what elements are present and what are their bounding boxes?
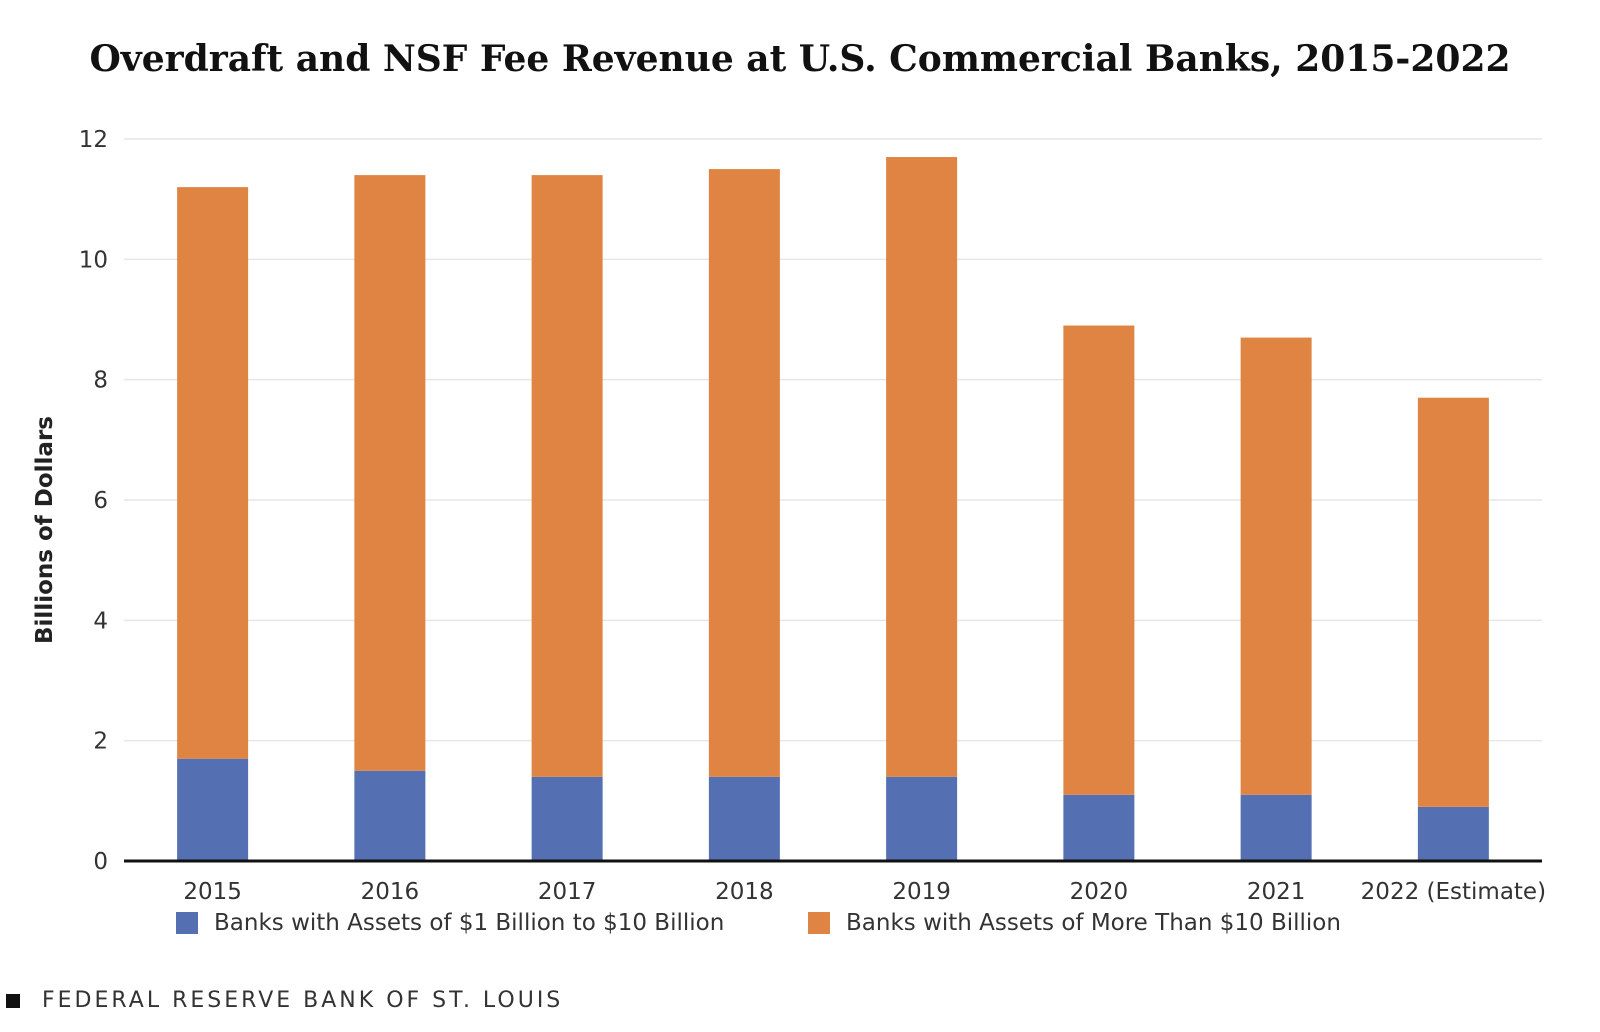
bar-segment-large-banks <box>1417 397 1489 807</box>
legend-swatch-large-banks <box>808 912 830 934</box>
bar-segment-small-banks <box>1240 794 1312 861</box>
gridlines <box>124 138 1542 742</box>
x-tick-label: 2017 <box>538 879 597 905</box>
y-tick-label: 12 <box>79 127 108 153</box>
y-axis-title: Billions of Dollars <box>32 416 58 644</box>
bar-segment-large-banks <box>1063 325 1135 795</box>
bar-segment-small-banks <box>708 776 780 861</box>
bar-segment-small-banks <box>1063 794 1135 861</box>
x-tick-label: 2015 <box>183 879 242 905</box>
chart-title: Overdraft and NSF Fee Revenue at U.S. Co… <box>89 38 1511 80</box>
bar-segment-small-banks <box>354 770 426 861</box>
bar-segment-small-banks <box>177 758 249 861</box>
bars <box>177 157 1489 861</box>
bar-segment-large-banks <box>708 169 780 777</box>
x-tick-label: 2022 (Estimate) <box>1361 879 1546 905</box>
y-tick-label: 2 <box>93 729 108 755</box>
y-tick-label: 0 <box>93 849 108 875</box>
bar-segment-small-banks <box>531 776 603 861</box>
legend-swatch-small-banks <box>176 912 198 934</box>
bar-segment-large-banks <box>1240 337 1312 795</box>
bar-segment-large-banks <box>354 175 426 771</box>
legend: Banks with Assets of $1 Billion to $10 B… <box>0 910 1600 950</box>
x-tick-label: 2021 <box>1247 879 1306 905</box>
bar-segment-large-banks <box>886 157 958 777</box>
x-tick-label: 2019 <box>892 879 951 905</box>
bar-segment-small-banks <box>1417 806 1489 861</box>
y-tick-label: 4 <box>93 608 108 634</box>
y-tick-label: 8 <box>93 368 108 394</box>
source-credit: FEDERAL RESERVE BANK OF ST. LOUIS <box>6 988 563 1013</box>
y-tick-label: 10 <box>79 247 108 273</box>
y-tick-label: 6 <box>93 488 108 514</box>
source-square-icon <box>6 993 20 1008</box>
source-text: FEDERAL RESERVE BANK OF ST. LOUIS <box>42 988 564 1013</box>
x-tick-label: 2018 <box>715 879 774 905</box>
legend-item-large-banks: Banks with Assets of More Than $10 Billi… <box>808 910 1341 936</box>
x-tick-label: 2016 <box>361 879 420 905</box>
bar-segment-large-banks <box>531 175 603 777</box>
bar-segment-large-banks <box>177 187 249 759</box>
legend-label-large-banks: Banks with Assets of More Than $10 Billi… <box>846 910 1341 936</box>
legend-item-small-banks: Banks with Assets of $1 Billion to $10 B… <box>176 910 724 936</box>
x-tick-label: 2020 <box>1070 879 1129 905</box>
legend-label-small-banks: Banks with Assets of $1 Billion to $10 B… <box>214 910 725 936</box>
bar-segment-small-banks <box>886 776 958 861</box>
axes: 0 2 4 6 8 10 12 2015 2016 2017 2018 2019 2020 2021 202… <box>79 127 1546 905</box>
